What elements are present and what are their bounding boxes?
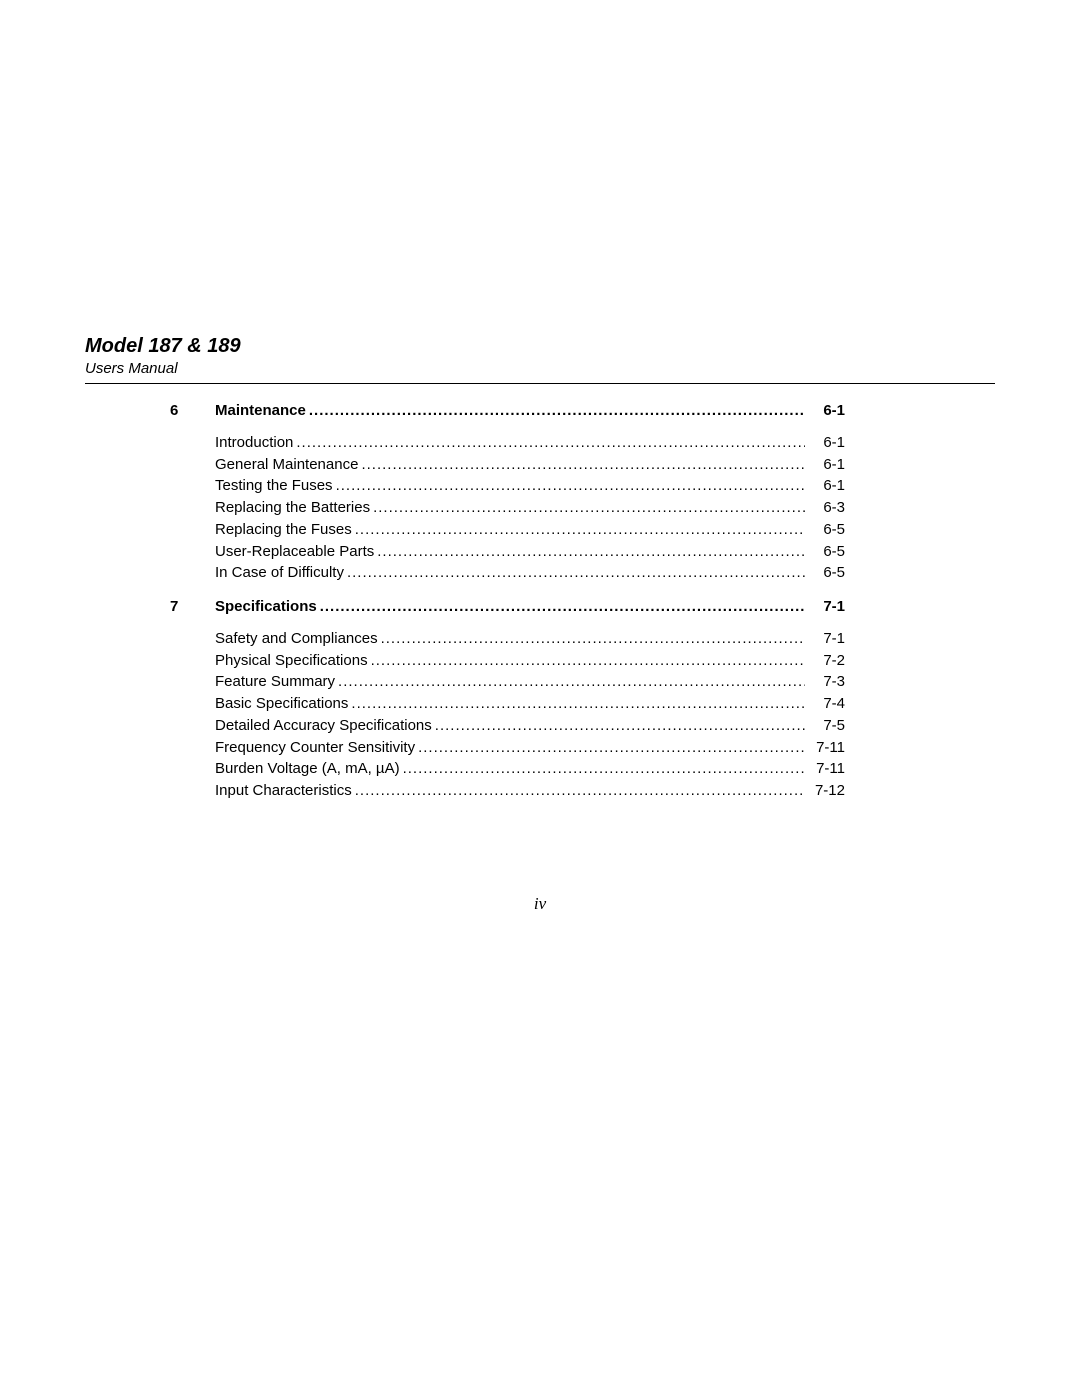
document-title: Model 187 & 189 [85, 335, 995, 358]
leader-dots [368, 650, 805, 672]
leader-dots [348, 693, 805, 715]
leader-dots [333, 475, 805, 497]
section-number: 6 [170, 400, 178, 422]
item-page: 6-3 [805, 497, 845, 519]
leader-dots [352, 780, 805, 802]
item-label: Testing the Fuses [215, 475, 333, 497]
leader-dots [344, 562, 805, 584]
toc-item: In Case of Difficulty 6-5 [215, 562, 845, 584]
leader-dots [306, 400, 805, 422]
section-title-row: Specifications 7-1 [215, 596, 845, 618]
item-label: In Case of Difficulty [215, 562, 344, 584]
item-page: 6-1 [805, 454, 845, 476]
toc-item: Input Characteristics 7-12 [215, 780, 845, 802]
item-label: Replacing the Fuses [215, 519, 352, 541]
section-items: Introduction 6-1 General Maintenance 6-1 T… [215, 432, 845, 584]
item-page: 7-4 [805, 693, 845, 715]
item-page: 7-11 [805, 737, 845, 759]
item-page: 7-3 [805, 671, 845, 693]
section-title-row: Maintenance 6-1 [215, 400, 845, 422]
item-label: Basic Specifications [215, 693, 348, 715]
toc-item: Safety and Compliances 7-1 [215, 628, 845, 650]
item-page: 6-5 [805, 519, 845, 541]
item-page: 6-5 [805, 562, 845, 584]
item-label: Safety and Compliances [215, 628, 378, 650]
toc-item: Detailed Accuracy Specifications 7-5 [215, 715, 845, 737]
leader-dots [432, 715, 805, 737]
toc-item: Testing the Fuses 6-1 [215, 475, 845, 497]
leader-dots [415, 737, 805, 759]
leader-dots [400, 758, 805, 780]
item-label: Feature Summary [215, 671, 335, 693]
toc-section: 6 Maintenance 6-1 Introduction6-1 Genera… [215, 400, 845, 584]
item-page: 7-12 [805, 780, 845, 802]
leader-dots [374, 541, 805, 563]
item-page: 6-1 [805, 432, 845, 454]
item-label: Physical Specifications [215, 650, 368, 672]
item-label: Detailed Accuracy Specifications [215, 715, 432, 737]
section-items: Safety and Compliances 7-1 Physical Speci… [215, 628, 845, 802]
item-page: 7-1 [805, 628, 845, 650]
item-label: Frequency Counter Sensitivity [215, 737, 415, 759]
item-label: General Maintenance [215, 454, 358, 476]
toc-item: Burden Voltage (A, mA, µA) 7-11 [215, 758, 845, 780]
item-label: Replacing the Batteries [215, 497, 370, 519]
leader-dots [378, 628, 805, 650]
toc-section: 7 Specifications 7-1 Safety and Complian… [215, 596, 845, 802]
toc-item: Frequency Counter Sensitivity 7-11 [215, 737, 845, 759]
item-page: 7-11 [805, 758, 845, 780]
toc-item: Replacing the Batteries 6-3 [215, 497, 845, 519]
toc-item: User-Replaceable Parts 6-5 [215, 541, 845, 563]
leader-dots [293, 432, 805, 454]
leader-dots [358, 454, 805, 476]
toc-item: Replacing the Fuses 6-5 [215, 519, 845, 541]
table-of-contents: 6 Maintenance 6-1 Introduction 6-1 Genera… [85, 400, 995, 802]
item-label: Input Characteristics [215, 780, 352, 802]
section-page: 7-1 [805, 596, 845, 618]
item-page: 6-5 [805, 541, 845, 563]
page-header: Model 187 & 189 Users Manual [85, 335, 995, 384]
item-label: User-Replaceable Parts [215, 541, 374, 563]
leader-dots [352, 519, 805, 541]
page-number-footer: iv [0, 894, 1080, 914]
toc-item: Physical Specifications 7-2 [215, 650, 845, 672]
item-page: 6-1 [805, 475, 845, 497]
section-title: Maintenance [215, 400, 306, 422]
item-page: 7-2 [805, 650, 845, 672]
toc-item: General Maintenance 6-1 [215, 454, 845, 476]
document-page: Model 187 & 189 Users Manual 6 Maintenan… [85, 335, 995, 814]
leader-dots [335, 671, 805, 693]
toc-item: Basic Specifications 7-4 [215, 693, 845, 715]
leader-dots [370, 497, 805, 519]
item-label: Burden Voltage (A, mA, µA) [215, 758, 400, 780]
document-subtitle: Users Manual [85, 360, 995, 377]
section-page: 6-1 [805, 400, 845, 422]
item-page: 7-5 [805, 715, 845, 737]
leader-dots [317, 596, 805, 618]
section-title: Specifications [215, 596, 317, 618]
toc-item: Feature Summary 7-3 [215, 671, 845, 693]
section-number: 7 [170, 596, 178, 618]
item-label: Introduction [215, 432, 293, 454]
toc-item: Introduction 6-1 [215, 432, 845, 454]
